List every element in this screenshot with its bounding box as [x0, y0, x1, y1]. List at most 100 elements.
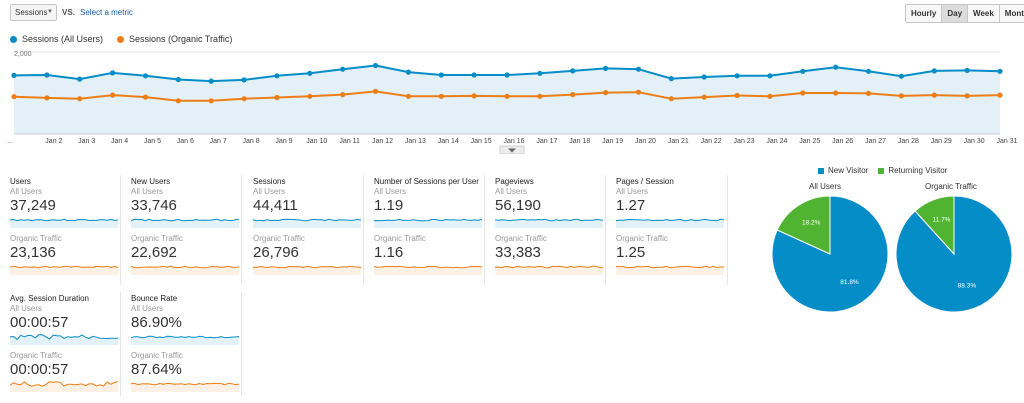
- data-point[interactable]: [44, 95, 50, 101]
- sparkline-organic: [10, 381, 118, 392]
- period-month-button[interactable]: Month: [999, 5, 1024, 22]
- data-point[interactable]: [372, 88, 379, 94]
- data-point[interactable]: [603, 90, 609, 96]
- data-point[interactable]: [701, 94, 707, 100]
- period-day-button[interactable]: Day: [942, 5, 969, 22]
- data-point[interactable]: [504, 93, 510, 99]
- data-point[interactable]: [767, 73, 773, 79]
- data-point[interactable]: [77, 96, 83, 102]
- data-point[interactable]: [471, 93, 477, 99]
- data-point[interactable]: [635, 66, 642, 72]
- data-point[interactable]: [438, 72, 444, 78]
- data-point[interactable]: [964, 67, 970, 73]
- metric-value-organic: 1.16: [374, 244, 404, 261]
- data-point[interactable]: [931, 92, 937, 98]
- data-point[interactable]: [964, 93, 970, 99]
- data-point[interactable]: [340, 92, 346, 98]
- data-point[interactable]: [668, 76, 674, 82]
- data-point[interactable]: [307, 93, 313, 99]
- data-point[interactable]: [997, 68, 1003, 74]
- data-point[interactable]: [734, 73, 740, 79]
- data-point[interactable]: [11, 94, 17, 100]
- metric-tile[interactable]: Number of Sessions per User All Users 1.19…: [374, 177, 486, 275]
- data-point[interactable]: [800, 68, 806, 74]
- data-point[interactable]: [833, 90, 839, 96]
- data-point[interactable]: [175, 76, 181, 83]
- legend-label: Sessions (Organic Traffic): [129, 34, 233, 44]
- x-tick-label: Jan 16: [503, 138, 524, 145]
- data-point[interactable]: [570, 68, 576, 74]
- data-point[interactable]: [931, 68, 937, 74]
- data-point[interactable]: [570, 92, 576, 98]
- pie-slice-returning-visitor[interactable]: [914, 195, 955, 256]
- metric-tile[interactable]: Bounce Rate All Users 86.90% Organic Traffi…: [131, 294, 243, 392]
- data-point[interactable]: [405, 93, 411, 99]
- data-point[interactable]: [307, 70, 313, 76]
- sparkline-all-users: [374, 218, 482, 228]
- data-point[interactable]: [668, 96, 674, 102]
- data-point[interactable]: [241, 77, 247, 83]
- metric-tile[interactable]: Avg. Session Duration All Users 00:00:57 Or…: [10, 294, 122, 392]
- data-point[interactable]: [208, 78, 214, 84]
- sparkline-organic: [495, 265, 603, 275]
- data-point[interactable]: [208, 98, 214, 104]
- data-point[interactable]: [340, 66, 346, 72]
- metric-value-organic: 33,383: [495, 244, 541, 261]
- legend-dot-icon: [10, 35, 17, 43]
- metric-tile[interactable]: Sessions All Users 44,411 Organic Traffic 26…: [253, 177, 365, 275]
- metric-tile[interactable]: Pageviews All Users 56,190 Organic Traffic 3…: [495, 177, 607, 275]
- data-point[interactable]: [800, 90, 806, 96]
- data-point[interactable]: [110, 70, 116, 76]
- period-week-button[interactable]: Week: [968, 5, 1000, 22]
- data-point[interactable]: [175, 98, 181, 104]
- data-point[interactable]: [471, 72, 477, 78]
- data-point[interactable]: [767, 93, 773, 99]
- data-point[interactable]: [833, 64, 839, 70]
- metric-value-all-users: 1.19: [374, 197, 404, 214]
- data-point[interactable]: [372, 62, 379, 69]
- data-point[interactable]: [274, 94, 280, 101]
- pie-legend-returning: Returning Visitor: [888, 166, 948, 175]
- data-point[interactable]: [537, 70, 543, 76]
- data-point[interactable]: [44, 72, 50, 78]
- data-point[interactable]: [898, 73, 905, 79]
- data-point[interactable]: [241, 96, 247, 102]
- data-point[interactable]: [274, 73, 280, 79]
- data-point[interactable]: [537, 93, 543, 99]
- data-point[interactable]: [734, 92, 740, 99]
- data-point[interactable]: [110, 92, 116, 98]
- period-toggle: Hourly Day Week Month: [905, 4, 1024, 23]
- data-point[interactable]: [865, 90, 872, 96]
- legend-item-all-users[interactable]: Sessions (All Users): [10, 34, 103, 44]
- metric-tile[interactable]: Pages / Session All Users 1.27 Organic Traf…: [616, 177, 728, 275]
- data-point[interactable]: [142, 73, 149, 79]
- legend-item-organic[interactable]: Sessions (Organic Traffic): [117, 34, 232, 44]
- data-point[interactable]: [898, 93, 905, 99]
- x-tick-label: ...: [7, 138, 13, 145]
- period-hourly-button[interactable]: Hourly: [906, 5, 943, 22]
- data-point[interactable]: [701, 74, 707, 80]
- pie-slice-new-visitor[interactable]: [771, 195, 889, 313]
- metric-tile[interactable]: New Users All Users 33,746 Organic Traffic 2…: [131, 177, 243, 275]
- data-point[interactable]: [11, 72, 17, 78]
- x-tick-label: Jan 15: [471, 138, 492, 145]
- data-point[interactable]: [405, 69, 411, 75]
- data-point[interactable]: [865, 68, 872, 74]
- pie-label-new-visitor: 88.3%: [958, 283, 977, 290]
- data-point[interactable]: [77, 76, 83, 82]
- metric-select[interactable]: Sessions ▼: [10, 4, 57, 21]
- data-point[interactable]: [997, 92, 1003, 98]
- select-metric-link[interactable]: Select a metric: [80, 8, 133, 17]
- metric-value-all-users: 33,746: [131, 197, 177, 214]
- data-point[interactable]: [142, 94, 149, 100]
- sparkline-all-users: [131, 335, 239, 345]
- metric-name: Number of Sessions per User: [374, 177, 479, 186]
- data-point[interactable]: [438, 93, 444, 99]
- segment-label-organic: Organic Traffic: [374, 234, 426, 243]
- data-point[interactable]: [635, 89, 642, 95]
- pie-slice-returning-visitor[interactable]: [776, 195, 831, 255]
- metric-tile[interactable]: Users All Users 37,249 Organic Traffic 23,13…: [10, 177, 122, 275]
- data-point[interactable]: [504, 72, 510, 78]
- sparkline-all-users: [616, 218, 724, 228]
- data-point[interactable]: [603, 65, 609, 71]
